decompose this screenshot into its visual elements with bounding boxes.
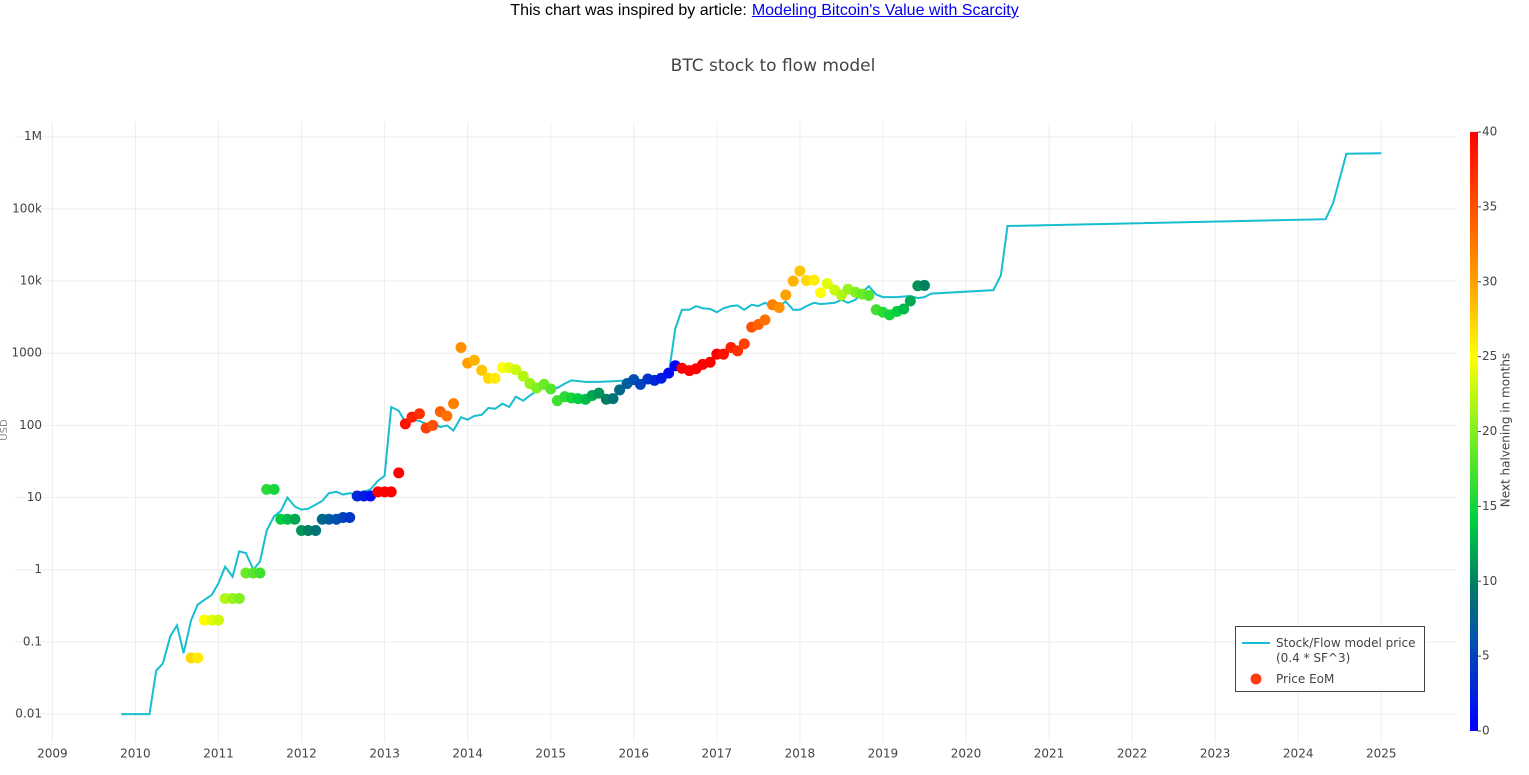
x-tick-label: 2010 — [120, 747, 151, 761]
price-point — [904, 295, 916, 307]
x-tick-label: 2018 — [785, 747, 816, 761]
price-point — [427, 419, 439, 431]
y-tick-label: 1 — [34, 562, 42, 576]
price-point — [510, 364, 522, 376]
colorbar-tick-label: 10 — [1482, 574, 1497, 588]
x-tick-label: 2022 — [1117, 747, 1148, 761]
legend-label: Stock/Flow model price (0.4 * SF^3) — [1276, 636, 1416, 665]
price-point — [393, 467, 405, 479]
colorbar-tick-label: 25 — [1482, 349, 1497, 363]
colorbar-tick-label: 5 — [1482, 649, 1490, 663]
price-point — [468, 354, 480, 366]
article-link[interactable]: Modeling Bitcoin's Value with Scarcity — [751, 2, 1019, 19]
price-point — [593, 387, 605, 399]
y-tick-label: 1M — [24, 129, 42, 143]
colorbar-tick-label: 35 — [1482, 199, 1497, 213]
price-point — [441, 410, 453, 422]
y-tick-label: 100 — [19, 418, 42, 432]
x-tick-label: 2014 — [452, 747, 483, 761]
price-point — [780, 289, 792, 301]
price-point — [448, 398, 460, 410]
header-text: This chart was inspired by article: — [510, 2, 747, 19]
colorbar-title: Next halvening in months — [1499, 353, 1513, 507]
price-point — [663, 367, 675, 379]
colorbar-tick-label: 0 — [1482, 724, 1490, 738]
colorbar-tick-label: 15 — [1482, 499, 1497, 513]
price-point — [212, 614, 224, 626]
legend-label: Price EoM — [1276, 672, 1335, 686]
x-tick-label: 2019 — [868, 747, 899, 761]
y-tick-label: 10 — [27, 490, 42, 504]
price-point — [192, 652, 204, 664]
price-point — [489, 372, 501, 384]
price-point — [455, 342, 467, 354]
price-point — [268, 483, 280, 495]
x-tick-label: 2017 — [702, 747, 733, 761]
price-point — [773, 302, 785, 314]
price-point — [918, 279, 930, 291]
y-tick-label: 10k — [20, 274, 42, 288]
price-point — [310, 524, 322, 536]
price-point — [794, 265, 806, 277]
x-tick-label: 2021 — [1034, 747, 1065, 761]
price-point — [738, 338, 750, 350]
price-point — [254, 567, 266, 579]
legend-marker-swatch — [1250, 673, 1262, 685]
y-tick-label: 0.1 — [23, 634, 42, 648]
price-point — [759, 314, 771, 326]
price-point — [787, 275, 799, 287]
y-tick-label: 0.01 — [15, 707, 42, 721]
y-tick-label: 1000 — [11, 346, 42, 360]
price-point — [821, 278, 833, 290]
legend-line-swatch — [1242, 642, 1270, 644]
price-point — [898, 303, 910, 315]
colorbar-tick-label: 20 — [1482, 424, 1497, 438]
x-tick-label: 2016 — [618, 747, 649, 761]
price-point — [717, 348, 729, 360]
price-point — [517, 370, 529, 382]
colorbar — [1470, 132, 1478, 731]
price-point — [863, 290, 875, 302]
price-point — [607, 393, 619, 405]
x-tick-label: 2012 — [286, 747, 317, 761]
y-axis-title: USD — [0, 419, 10, 441]
price-point — [545, 383, 557, 395]
price-point — [476, 364, 488, 376]
price-point — [399, 418, 411, 430]
x-tick-label: 2009 — [37, 747, 68, 761]
price-point — [413, 408, 425, 420]
x-tick-label: 2015 — [535, 747, 566, 761]
price-point — [344, 511, 356, 523]
model-line — [121, 152, 1382, 716]
x-tick-label: 2023 — [1200, 747, 1231, 761]
price-point — [732, 345, 744, 357]
x-tick-label: 2013 — [369, 747, 400, 761]
x-tick-label: 2025 — [1366, 747, 1397, 761]
price-point — [614, 384, 626, 396]
x-tick-label: 2020 — [951, 747, 982, 761]
header: This chart was inspired by article: Model… — [0, 2, 1529, 20]
price-point — [289, 513, 301, 525]
legend: Stock/Flow model price (0.4 * SF^3) Pric… — [1235, 626, 1425, 692]
chart-title: BTC stock to flow model — [671, 56, 876, 76]
colorbar-tick-label: 30 — [1482, 274, 1497, 288]
price-point — [808, 274, 820, 286]
price-point — [704, 356, 716, 368]
price-point — [815, 287, 827, 299]
price-point — [233, 592, 245, 604]
legend-item[interactable]: Price EoM — [1240, 672, 1426, 687]
legend-item[interactable]: Stock/Flow model price (0.4 * SF^3) — [1240, 636, 1426, 666]
x-tick-label: 2011 — [203, 747, 234, 761]
x-tick-label: 2024 — [1283, 747, 1314, 761]
colorbar-tick-label: 40 — [1482, 125, 1497, 139]
price-point — [385, 486, 397, 498]
y-tick-label: 100k — [12, 201, 42, 215]
